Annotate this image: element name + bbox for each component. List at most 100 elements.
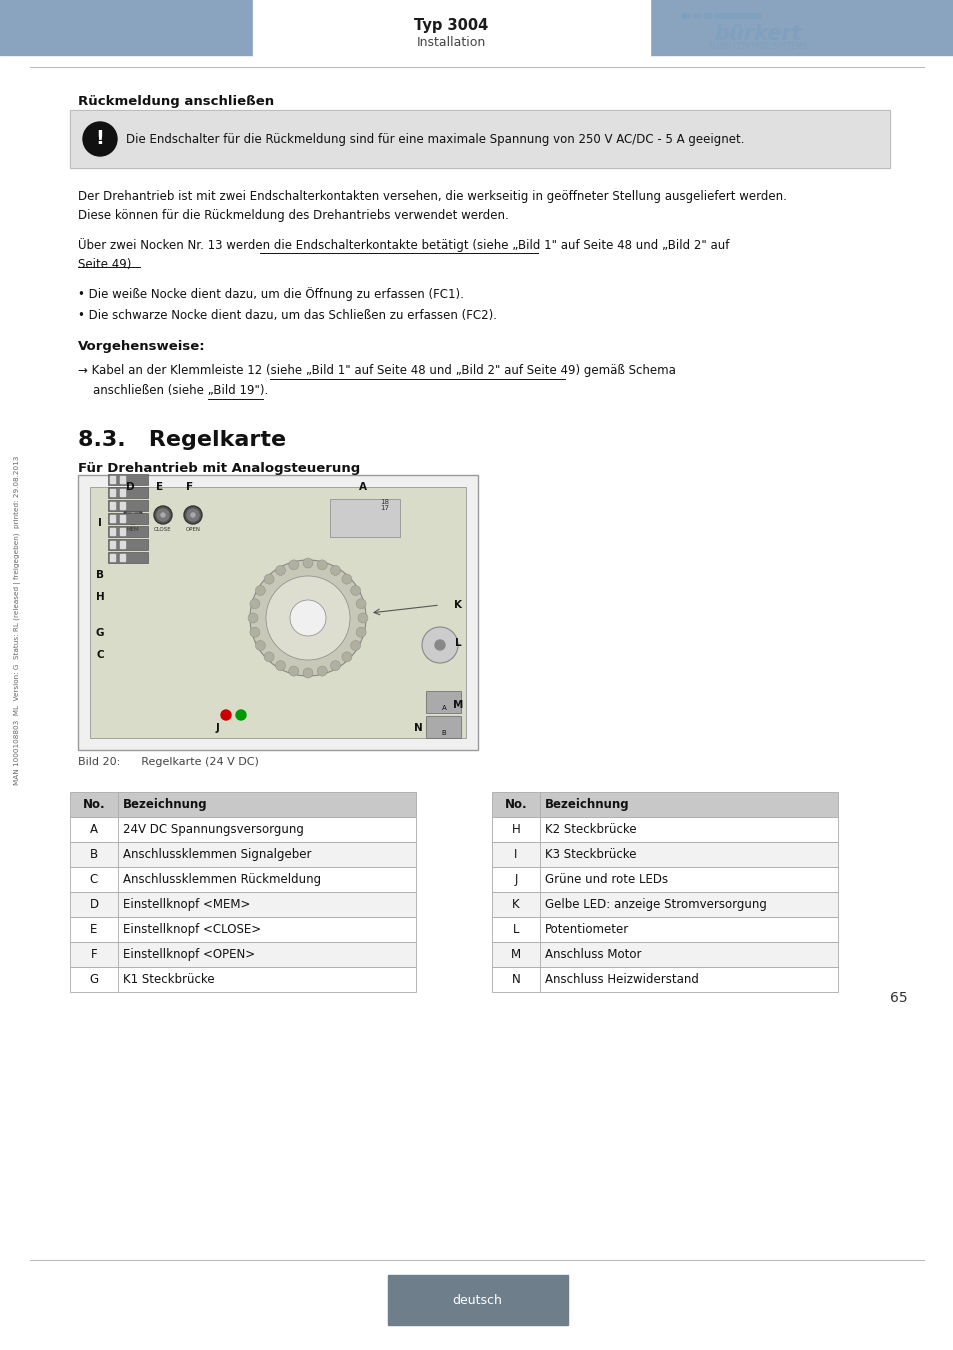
Circle shape — [184, 506, 202, 524]
Text: A: A — [441, 705, 446, 711]
Circle shape — [303, 668, 313, 678]
Circle shape — [275, 566, 285, 575]
Bar — [492, 817, 837, 842]
Circle shape — [187, 509, 199, 521]
Bar — [492, 867, 837, 892]
Circle shape — [255, 640, 265, 651]
Circle shape — [221, 710, 231, 720]
Circle shape — [289, 666, 298, 676]
Text: Bild 20:      Regelkarte (24 V DC): Bild 20: Regelkarte (24 V DC) — [78, 757, 258, 767]
Circle shape — [157, 509, 169, 521]
Circle shape — [355, 628, 366, 637]
Bar — [70, 817, 416, 842]
Bar — [0, 0, 253, 55]
Circle shape — [317, 560, 327, 570]
Bar — [108, 474, 148, 485]
Text: M: M — [511, 948, 520, 961]
Text: MAN 1000108803  ML  Version: G  Status: RL (released | freigegeben)  printed: 29: MAN 1000108803 ML Version: G Status: RL … — [14, 455, 22, 784]
Bar — [492, 917, 837, 942]
Text: K: K — [512, 898, 519, 911]
Bar — [120, 489, 125, 495]
Text: H: H — [95, 593, 104, 602]
Text: Anschlussklemmen Rückmeldung: Anschlussklemmen Rückmeldung — [123, 873, 321, 886]
Text: 24V DC Spannungsversorgung: 24V DC Spannungsversorgung — [123, 824, 304, 836]
Bar — [120, 502, 125, 509]
Text: I: I — [514, 848, 517, 861]
Circle shape — [153, 506, 172, 524]
Text: L: L — [455, 639, 461, 648]
Circle shape — [351, 640, 360, 651]
Text: Grüne und rote LEDs: Grüne und rote LEDs — [544, 873, 667, 886]
Text: G: G — [90, 973, 98, 985]
Text: !: ! — [95, 130, 104, 148]
Text: No.: No. — [504, 798, 527, 811]
Text: K: K — [454, 599, 461, 610]
Text: H: H — [511, 824, 519, 836]
Bar — [110, 528, 115, 535]
Text: Rückmeldung anschließen: Rückmeldung anschließen — [78, 95, 274, 108]
Bar — [108, 526, 148, 537]
Text: Anschluss Heizwiderstand: Anschluss Heizwiderstand — [544, 973, 699, 985]
Bar — [70, 109, 889, 167]
Bar — [120, 477, 125, 483]
Text: Bezeichnung: Bezeichnung — [544, 798, 629, 811]
Text: • Die schwarze Nocke dient dazu, um das Schließen zu erfassen (FC2).: • Die schwarze Nocke dient dazu, um das … — [78, 309, 497, 323]
Text: 8.3.   Regelkarte: 8.3. Regelkarte — [78, 431, 286, 450]
Circle shape — [330, 660, 340, 671]
Circle shape — [264, 574, 274, 585]
Text: D: D — [126, 482, 134, 491]
Bar — [120, 554, 125, 562]
Text: Einstellknopf <OPEN>: Einstellknopf <OPEN> — [123, 948, 254, 961]
Bar — [78, 475, 477, 751]
Text: I: I — [98, 518, 102, 528]
Circle shape — [317, 666, 327, 676]
Text: Einstellknopf <CLOSE>: Einstellknopf <CLOSE> — [123, 923, 261, 936]
Text: B: B — [441, 730, 446, 736]
Circle shape — [250, 560, 366, 676]
Text: OPEN: OPEN — [185, 526, 200, 532]
Circle shape — [355, 599, 366, 609]
Bar — [70, 967, 416, 992]
Text: Die Endschalter für die Rückmeldung sind für eine maximale Spannung von 250 V AC: Die Endschalter für die Rückmeldung sind… — [126, 132, 743, 146]
Bar — [70, 109, 889, 167]
Bar — [426, 691, 460, 713]
Circle shape — [421, 626, 457, 663]
Text: Einstellknopf <MEM>: Einstellknopf <MEM> — [123, 898, 250, 911]
Circle shape — [235, 710, 246, 720]
Text: M: M — [453, 701, 463, 710]
Bar — [492, 942, 837, 967]
Circle shape — [255, 586, 265, 595]
Bar — [110, 514, 115, 522]
Circle shape — [250, 628, 259, 637]
Bar — [110, 541, 115, 548]
Circle shape — [290, 599, 326, 636]
Circle shape — [131, 513, 135, 517]
Bar — [120, 514, 125, 522]
Bar — [120, 541, 125, 548]
Text: C: C — [90, 873, 98, 886]
Text: K2 Steckbrücke: K2 Steckbrücke — [544, 824, 636, 836]
Circle shape — [330, 566, 340, 575]
Bar — [108, 513, 148, 524]
Text: L: L — [512, 923, 518, 936]
Text: E: E — [156, 482, 163, 491]
Bar — [492, 792, 837, 817]
Text: MEM: MEM — [127, 526, 139, 532]
Text: D: D — [90, 898, 98, 911]
Text: bürkert: bürkert — [714, 24, 801, 45]
Text: anschließen (siehe „Bild 19").: anschließen (siehe „Bild 19"). — [78, 383, 268, 397]
Text: CLOSE: CLOSE — [154, 526, 172, 532]
Text: Für Drehantrieb mit Analogsteuerung: Für Drehantrieb mit Analogsteuerung — [78, 462, 360, 475]
Circle shape — [124, 506, 142, 524]
Bar — [110, 502, 115, 509]
Bar — [90, 487, 465, 738]
Bar — [120, 528, 125, 535]
Text: Installation: Installation — [416, 36, 486, 49]
Text: J: J — [514, 873, 517, 886]
Bar — [70, 917, 416, 942]
Text: Bezeichnung: Bezeichnung — [123, 798, 208, 811]
Text: A: A — [90, 824, 98, 836]
Circle shape — [250, 599, 259, 609]
Bar — [692, 14, 700, 18]
Text: Typ 3004: Typ 3004 — [414, 18, 488, 32]
